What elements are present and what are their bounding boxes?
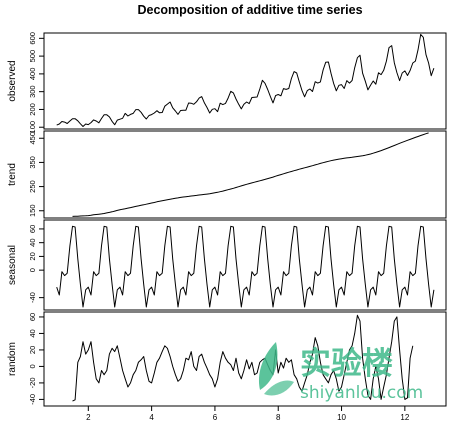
panel-observed: 100 200 300 400 500 600 observed (7, 32, 447, 134)
x-tick-label: 6 (213, 413, 218, 422)
panel-frame (43, 219, 447, 311)
panel-frame (43, 32, 447, 130)
panel-frame (43, 311, 447, 407)
leaf-icon (258, 342, 294, 396)
y-tick-label: 40 (28, 238, 37, 246)
series-line-seasonal (56, 225, 435, 308)
y-tick-label: 60 (28, 225, 37, 233)
x-tick-label: 2 (86, 413, 91, 422)
panel-trend: 150 250 350 450 trend (7, 130, 447, 219)
x-tick-label: 10 (337, 413, 346, 422)
chart-title: Decomposition of additive time series (137, 3, 362, 17)
x-tick-label: 4 (149, 413, 154, 422)
y-tick-label: 20 (28, 252, 37, 260)
x-tick-label: 12 (400, 413, 409, 422)
series-line-observed (56, 33, 435, 127)
y-tick-label: 400 (28, 68, 37, 81)
panel-frame (43, 130, 447, 219)
y-tick-label: 0 (28, 268, 37, 272)
watermark-url: shiyanlou.com (300, 383, 423, 403)
y-tick-label: 450 (28, 132, 37, 145)
y-tick-label: 300 (28, 85, 37, 98)
y-tick-label: -20 (28, 377, 37, 388)
y-tick-label: 0 (28, 364, 37, 368)
series-line-random (72, 314, 414, 402)
watermark-name: 实验楼 (300, 346, 393, 382)
y-axis-label-trend: trend (7, 163, 18, 186)
panel-random: -40 -20 0 20 40 60 random (7, 311, 447, 407)
y-tick-label: -40 (28, 394, 37, 405)
y-tick-label: -40 (28, 292, 37, 303)
y-axis-label-seasonal: seasonal (7, 245, 18, 285)
y-tick-label: 100 (28, 121, 37, 134)
panel-seasonal: -40 0 20 40 60 seasonal (7, 219, 447, 311)
y-tick-label: 150 (28, 204, 37, 217)
watermark-logo: 实验楼 shiyanlou.com (250, 338, 450, 408)
y-tick-label: 600 (28, 32, 37, 45)
y-axis-label-random: random (7, 342, 18, 376)
series-line-trend (72, 132, 429, 217)
y-tick-label: 250 (28, 180, 37, 193)
y-axis-label-observed: observed (7, 60, 18, 101)
y-tick-label: 60 (28, 313, 37, 321)
y-tick-label: 20 (28, 346, 37, 354)
y-tick-label: 500 (28, 50, 37, 63)
x-tick-label: 8 (276, 413, 281, 422)
y-tick-label: 40 (28, 329, 37, 337)
y-tick-label: 200 (28, 103, 37, 116)
y-tick-label: 350 (28, 156, 37, 169)
